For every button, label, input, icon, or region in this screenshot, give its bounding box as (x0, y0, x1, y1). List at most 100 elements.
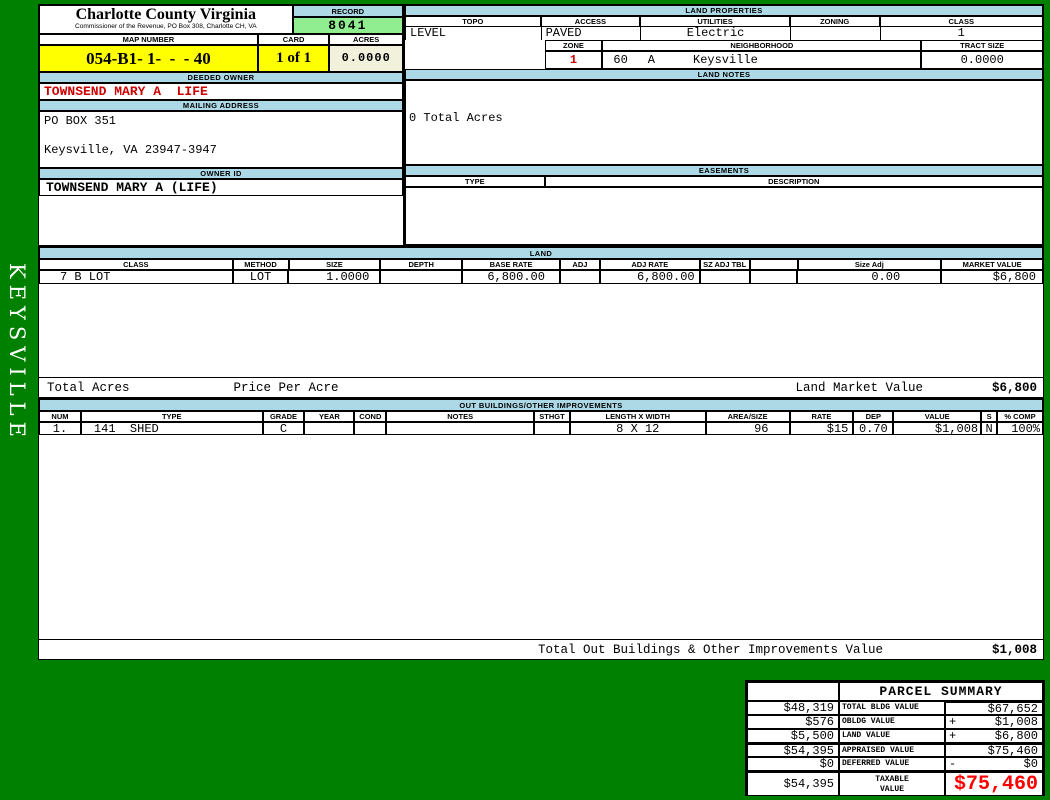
neighborhood-label: NEIGHBORHOOD (602, 40, 922, 51)
parcel-summary-title: PARCEL SUMMARY (839, 682, 1043, 701)
acres-value: 0.0000 (329, 45, 403, 72)
out-buildings-title: OUT BUILDINGS/OTHER IMPROVEMENTS (39, 399, 1043, 411)
county-header: Charlotte County Virginia Commissioner o… (39, 5, 293, 34)
ob-col-dep: DEP (853, 411, 894, 422)
out-buildings-total-row: Total Out Buildings & Other Improvements… (39, 639, 1043, 659)
col-class: CLASS (879, 16, 1043, 27)
easement-description-label: DESCRIPTION (544, 176, 1043, 187)
land-market-value: $6,800 (991, 380, 1037, 395)
district-label: KEYSVILLE (5, 263, 29, 443)
prior-taxable-value: $54,395 (747, 771, 839, 796)
ob-col-rate: RATE (789, 411, 854, 422)
zoning-value (789, 27, 880, 40)
label-taxable-value: TAXABLE VALUE (839, 771, 945, 796)
zone-spacer (405, 51, 545, 69)
ob-col-area-size: AREA/SIZE (705, 411, 790, 422)
land-market-value-label: Land Market Value (795, 380, 923, 395)
zone-value: 1 (544, 51, 603, 69)
card-value: 1 of 1 (257, 45, 330, 72)
col-utilities: UTILITIES (640, 16, 790, 27)
land-notes-box: 0 Total Acres (405, 80, 1043, 165)
county-title: Charlotte County Virginia (75, 6, 257, 23)
ob-col-year: YEAR (304, 411, 355, 422)
land-col-base-rate: BASE RATE (462, 259, 560, 270)
label-obldg-value: OBLDG VALUE (839, 715, 945, 729)
class-value: 1 (879, 27, 1044, 40)
neighborhood-code: 60 (613, 53, 628, 67)
out-buildings-total-label: Total Out Buildings & Other Improvements… (537, 642, 883, 657)
neighborhood-value: 60 A Keysville (602, 51, 922, 69)
land-row: 7 B LOT LOT 1.0000 6,800.00 6,800.00 0.0… (39, 270, 1043, 284)
land-col-class: CLASS (39, 259, 233, 270)
ob-col-cond: COND (354, 411, 387, 422)
zone-label: ZONE (544, 40, 603, 51)
land-properties-panel: LAND PROPERTIES TOPO ACCESS UTILITIES ZO… (404, 4, 1044, 246)
total-bldg-value: $67,652 (945, 701, 1043, 715)
out-building-row: 1. 141 SHED C 8 X 12 96 $15 0.70 $1,008 … (39, 422, 1044, 435)
label-total-bldg-value: TOTAL BLDG VALUE (839, 701, 945, 715)
land-value: + $6,800 (945, 729, 1043, 743)
ob-col-length-width: LENGTH X WIDTH (569, 411, 706, 422)
land-col-market-value: MARKET VALUE (941, 259, 1044, 270)
owner-id-label: OWNER ID (39, 168, 403, 179)
land-properties-title: LAND PROPERTIES (405, 5, 1043, 16)
col-zoning: ZONING (789, 16, 880, 27)
ob-col-type: TYPE (80, 411, 263, 422)
total-acres-label: Total Acres (47, 380, 130, 395)
record-box: RECORD 8041 (292, 5, 403, 34)
ob-col-pct-comp: % COMP (997, 411, 1043, 422)
summary-blank-cell (747, 682, 839, 701)
land-notes-title: LAND NOTES (405, 69, 1043, 80)
tract-size-label: TRACT SIZE (921, 40, 1044, 51)
owner-panel: Charlotte County Virginia Commissioner o… (38, 4, 404, 246)
land-col-depth: DEPTH (380, 259, 463, 270)
deeded-owner-value: TOWNSEND MARY A LIFE (39, 83, 403, 100)
out-buildings-total-value: $1,008 (991, 642, 1037, 657)
label-land-value: LAND VALUE (839, 729, 945, 743)
mailing-address-label: MAILING ADDRESS (39, 100, 403, 111)
mailing-address-line1: PO BOX 351 (44, 114, 117, 128)
utilities-value: Electric (640, 27, 790, 40)
land-col-adj: ADJ (559, 259, 600, 270)
land-col-sz-adj-tbl: SZ ADJ TBL (699, 259, 750, 270)
owner-id-value: TOWNSEND MARY A (LIFE) (39, 179, 403, 196)
easements-title: EASEMENTS (405, 165, 1043, 176)
parcel-summary: PARCEL SUMMARY $48,319 TOTAL BLDG VALUE … (745, 680, 1045, 796)
land-col-size-adj: Size Adj (797, 259, 942, 270)
out-buildings-panel: OUT BUILDINGS/OTHER IMPROVEMENTS NUM TYP… (38, 398, 1044, 660)
ob-col-value: VALUE (893, 411, 982, 422)
tract-size-value: 0.0000 (921, 51, 1044, 69)
prior-appraised-value: $54,395 (747, 743, 839, 757)
taxable-value: $75,460 (945, 771, 1043, 796)
appraised-value: $75,460 (945, 743, 1043, 757)
deeded-owner-label: DEEDED OWNER (39, 72, 403, 83)
ob-col-notes: NOTES (386, 411, 535, 422)
land-panel: LAND CLASS METHOD SIZE DEPTH BASE RATE A… (38, 246, 1044, 398)
ob-col-grade: GRADE (262, 411, 305, 422)
owner-panel-blank (39, 196, 403, 245)
land-totals-row: Total Acres Price Per Acre Land Market V… (39, 377, 1043, 397)
easement-type-label: TYPE (405, 176, 545, 187)
land-col-size: SIZE (288, 259, 381, 270)
prior-obldg-value: $576 (747, 715, 839, 729)
label-appraised-value: APPRAISED VALUE (839, 743, 945, 757)
prior-total-bldg-value: $48,319 (747, 701, 839, 715)
land-col-method: METHOD (232, 259, 289, 270)
label-deferred-value: DEFERRED VALUE (839, 757, 945, 771)
price-per-acre-label: Price Per Acre (233, 380, 339, 395)
ob-col-sthgt: STHGT (534, 411, 570, 422)
land-col-adj-rate: ADJ RATE (599, 259, 700, 270)
deferred-value: - $0 (945, 757, 1043, 771)
mailing-address-line2: Keysville, VA 23947-3947 (44, 143, 217, 157)
acres-label: ACRES (329, 34, 403, 45)
neighborhood-name: Keysville (693, 53, 758, 67)
prior-deferred-value: $0 (747, 757, 839, 771)
zone-spacer (405, 40, 545, 51)
land-blank (39, 284, 1043, 377)
col-topo: TOPO (405, 16, 541, 27)
easements-body (405, 187, 1043, 245)
record-value: 8041 (292, 17, 403, 34)
land-title: LAND (39, 247, 1043, 259)
ob-col-s: S (981, 411, 998, 422)
county-subtitle: Commissioner of the Revenue, PO Box 308,… (74, 23, 257, 30)
